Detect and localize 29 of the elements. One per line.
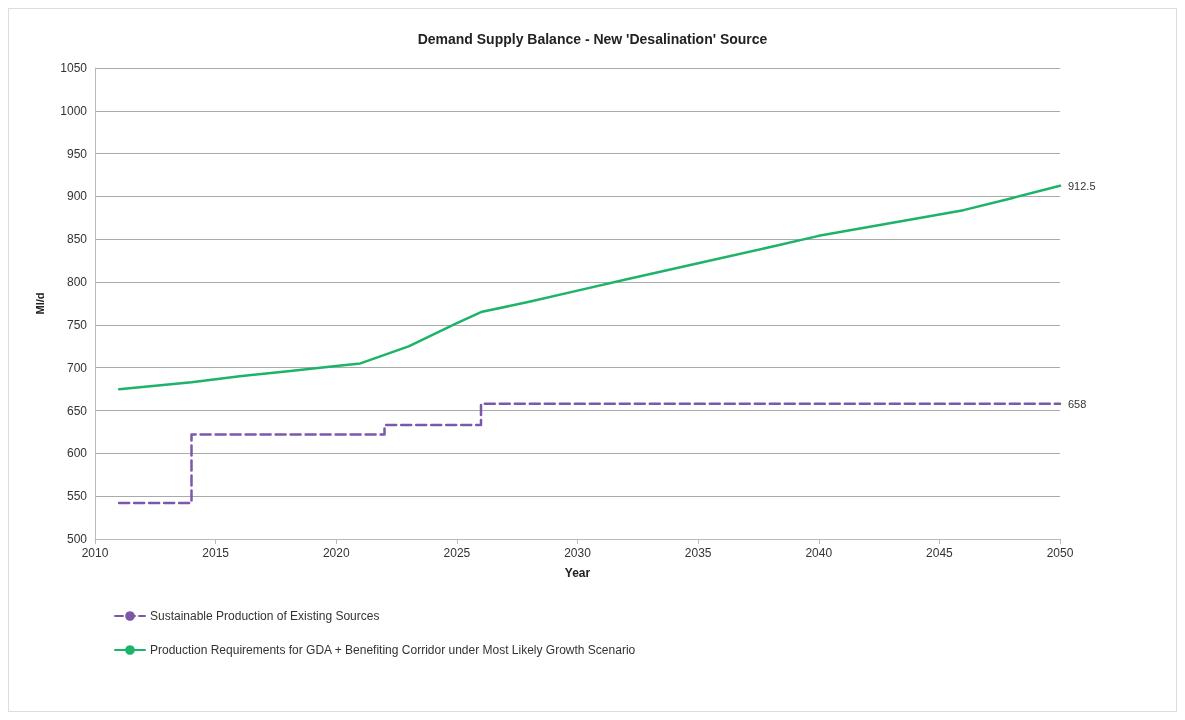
x-tick-label: 2025 [443, 546, 471, 560]
y-tick-label: 1050 [60, 61, 88, 75]
legend-label: Production Requirements for GDA + Benefiting Corridor under Most Likely Growth Scenario [150, 643, 636, 657]
x-tick-label: 2010 [81, 546, 109, 560]
y-tick-label: 600 [66, 446, 88, 461]
y-tick-label: 650 [66, 403, 88, 418]
y-tick-label: 550 [66, 489, 88, 504]
legend-label: Sustainable Production of Existing Sources [150, 609, 380, 623]
x-axis-title: Year [564, 566, 591, 580]
data-label: 912.5 [1068, 179, 1096, 192]
x-tick-label: 2015 [202, 546, 230, 560]
y-tick-label: 950 [66, 146, 88, 161]
y-tick-label: 500 [66, 532, 88, 546]
y-axis-title: Ml/d [33, 292, 46, 315]
y-tick-label: 900 [66, 189, 88, 204]
y-tick-label: 1000 [60, 103, 88, 118]
x-tick-label: 2020 [322, 546, 350, 560]
x-tick-label: 2050 [1046, 546, 1074, 560]
line-series [117, 184, 1062, 391]
x-tick-label: 2035 [684, 546, 712, 560]
y-tick-label: 750 [66, 317, 88, 332]
y-tick-label: 800 [66, 275, 88, 290]
x-tick-label: 2030 [564, 546, 592, 560]
data-label: 658 [1068, 397, 1087, 410]
chart-title: Demand Supply Balance - New 'Desalination' Source [417, 31, 768, 47]
x-tick-label: 2045 [926, 546, 954, 560]
x-tick-label: 2040 [805, 546, 833, 560]
y-tick-label: 700 [66, 360, 88, 375]
y-tick-label: 850 [66, 232, 88, 247]
